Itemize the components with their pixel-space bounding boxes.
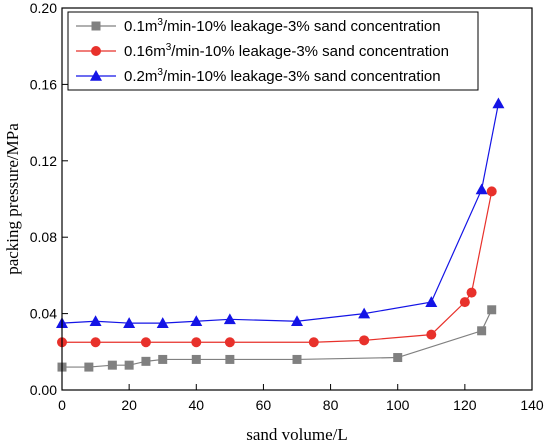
x-tick-label-1: 20	[121, 397, 137, 413]
series-2-point-2	[140, 337, 151, 348]
series-2-point-8	[459, 297, 470, 308]
series-3-point-9	[475, 183, 488, 195]
legend-label-1: 0.1m3/min-10% leakage-3% sand concentrat…	[124, 17, 441, 35]
series-1-point-11	[487, 305, 497, 315]
y-tick-label-3: 0.12	[30, 153, 57, 169]
y-tick-label-5: 0.20	[30, 0, 57, 16]
legend-label-part-a-3: 0.2m	[124, 68, 157, 85]
series-3-point-2	[123, 317, 136, 328]
legend-label-superscript-2: 3	[166, 42, 172, 53]
series-2-point-9	[466, 287, 477, 298]
legend: 0.1m3/min-10% leakage-3% sand concentrat…	[67, 11, 479, 91]
legend-label-part-a-1: 0.1m	[124, 18, 157, 35]
legend-label-superscript-1: 3	[157, 17, 163, 28]
x-tick-label-0: 0	[58, 397, 66, 413]
series-2-point-10	[486, 186, 497, 197]
legend-swatch-marker-2	[91, 46, 101, 56]
x-tick-label-6: 120	[453, 397, 477, 413]
legend-box	[67, 11, 479, 91]
y-tick-label-4: 0.16	[30, 76, 57, 92]
legend-label-part-b-2: /min-10% leakage-3% sand concentration	[171, 43, 449, 60]
series-2-point-4	[224, 337, 235, 348]
x-tick-label-5: 100	[386, 397, 410, 413]
series-1-point-8	[292, 354, 302, 364]
series-1-point-7	[225, 354, 235, 364]
series-3-point-8	[425, 296, 438, 307]
legend-entry-1: 0.1m3/min-10% leakage-3% sand concentrat…	[76, 17, 441, 35]
legend-label-3: 0.2m3/min-10% leakage-3% sand concentrat…	[124, 67, 441, 85]
x-axis-title: sand volume/L	[246, 425, 348, 444]
legend-label-part-b-1: /min-10% leakage-3% sand concentration	[163, 18, 441, 35]
series-3-point-6	[291, 315, 303, 327]
series-2	[57, 186, 497, 348]
x-tick-label-4: 80	[323, 397, 339, 413]
axes-layer: 0 20 40 60 80 100 120 140 0.00 0.04 0.08 0.12 0.16 0.…	[30, 0, 544, 413]
legend-entry-3: 0.2m3/min-10% leakage-3% sand concentrat…	[76, 67, 441, 85]
y-tick-label-2: 0.08	[30, 229, 57, 245]
series-1-point-4	[141, 356, 151, 366]
series-2-point-6	[359, 335, 370, 346]
series-3-point-5	[223, 313, 236, 325]
series-2-point-3	[191, 337, 202, 348]
series-3-point-10	[492, 97, 505, 109]
series-1-line	[62, 309, 493, 368]
legend-swatch-marker-3	[90, 70, 102, 81]
x-tick-label-7: 140	[520, 397, 544, 413]
x-tick-label-3: 60	[256, 397, 272, 413]
series-2-point-7	[426, 329, 437, 340]
series-1-point-5	[158, 354, 168, 364]
series-1-point-1	[84, 362, 94, 372]
y-tick-label-0: 0.00	[30, 382, 57, 398]
series-3-line	[61, 103, 500, 324]
series-layer	[56, 97, 505, 372]
series-2-point-5	[308, 337, 319, 348]
legend-label-part-b-3: /min-10% leakage-3% sand concentration	[163, 68, 441, 85]
series-3-point-7	[358, 307, 371, 319]
series-1-point-6	[191, 354, 201, 364]
series-1-point-2	[107, 360, 117, 370]
legend-label-2: 0.16m3/min-10% leakage-3% sand concentra…	[124, 42, 449, 60]
series-1-point-10	[477, 326, 487, 336]
series-3-point-1	[89, 315, 102, 327]
legend-entry-2: 0.16m3/min-10% leakage-3% sand concentra…	[76, 42, 449, 60]
legend-label-part-a-2: 0.16m	[124, 43, 166, 60]
legend-label-superscript-3: 3	[157, 67, 163, 78]
series-2-point-1	[90, 337, 101, 348]
series-3-point-3	[156, 317, 169, 328]
y-axis-title: packing pressure/MPa	[3, 123, 22, 275]
plot-frame	[61, 7, 533, 391]
series-1-point-9	[393, 353, 403, 363]
series-2-line	[62, 191, 493, 343]
series-3-point-4	[190, 315, 203, 327]
series-1-point-3	[124, 360, 134, 370]
x-tick-label-2: 40	[188, 397, 204, 413]
series-3	[56, 97, 505, 328]
y-tick-label-1: 0.04	[30, 306, 57, 322]
legend-swatch-marker-1	[91, 21, 101, 31]
